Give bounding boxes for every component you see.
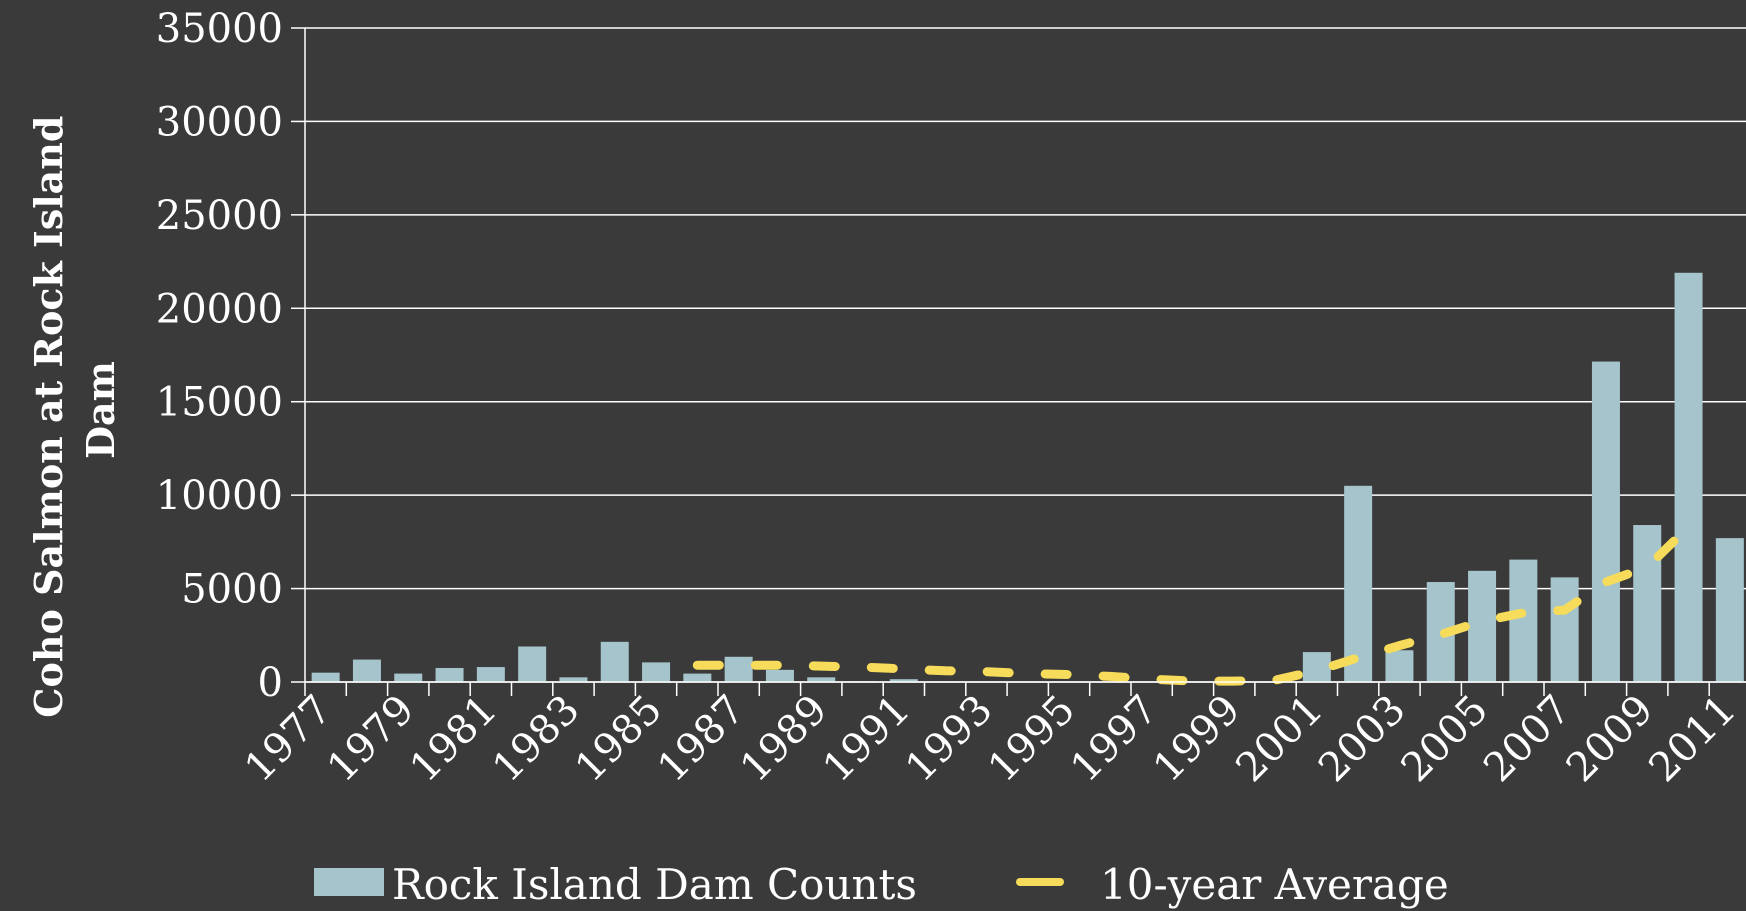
bar-1978 bbox=[352, 659, 381, 682]
bar-2001 bbox=[1302, 652, 1331, 682]
bar-2010 bbox=[1674, 272, 1703, 682]
bar-1986 bbox=[683, 673, 712, 682]
y-axis-title-line-2: Dam bbox=[78, 361, 123, 459]
legend: Rock Island Dam Counts 10-year Average bbox=[314, 860, 1449, 909]
y-tick-labels: 0 5000 10000 15000 20000 25000 30000 35000 bbox=[156, 6, 283, 706]
average-line bbox=[692, 522, 1693, 686]
bar-1989 bbox=[807, 677, 836, 682]
bar-series bbox=[311, 272, 1744, 682]
bar-1980 bbox=[435, 667, 464, 682]
bar-2005 bbox=[1468, 570, 1497, 682]
bar-1977 bbox=[311, 672, 340, 682]
y-tick-label: 15000 bbox=[156, 380, 283, 426]
bar-1979 bbox=[394, 673, 423, 682]
bar-1985 bbox=[642, 662, 671, 682]
bar-1981 bbox=[476, 667, 505, 682]
bar-2003 bbox=[1385, 650, 1414, 682]
bar-2006 bbox=[1509, 559, 1538, 682]
bar-1982 bbox=[518, 646, 547, 682]
bar-2007 bbox=[1550, 577, 1579, 682]
bar-1988 bbox=[765, 669, 794, 682]
bar-2008 bbox=[1591, 361, 1620, 682]
bar-2009 bbox=[1633, 525, 1662, 682]
y-tick-label: 30000 bbox=[156, 99, 283, 145]
y-tick-label: 10000 bbox=[156, 473, 283, 519]
average-line-series bbox=[692, 522, 1693, 686]
axes bbox=[304, 28, 1746, 696]
bar-1991 bbox=[889, 679, 918, 682]
bar-1984 bbox=[600, 641, 629, 682]
legend-label-line: 10-year Average bbox=[1100, 860, 1449, 909]
y-tick-label: 20000 bbox=[156, 286, 283, 332]
y-axis-title: Coho Salmon at Rock Island Dam bbox=[26, 102, 123, 717]
bar-2002 bbox=[1344, 485, 1373, 682]
y-tick-label: 5000 bbox=[181, 567, 283, 613]
bar-1987 bbox=[724, 656, 753, 682]
y-tick-label: 0 bbox=[258, 660, 283, 706]
y-axis-title-line-1: Coho Salmon at Rock Island bbox=[26, 116, 71, 718]
y-tick-label: 25000 bbox=[156, 193, 283, 239]
y-tick-label: 35000 bbox=[156, 6, 283, 52]
bar-2011 bbox=[1715, 538, 1744, 682]
legend-label-bars: Rock Island Dam Counts bbox=[392, 860, 917, 909]
bar-1983 bbox=[559, 677, 588, 682]
legend-swatch-bars bbox=[314, 868, 384, 896]
